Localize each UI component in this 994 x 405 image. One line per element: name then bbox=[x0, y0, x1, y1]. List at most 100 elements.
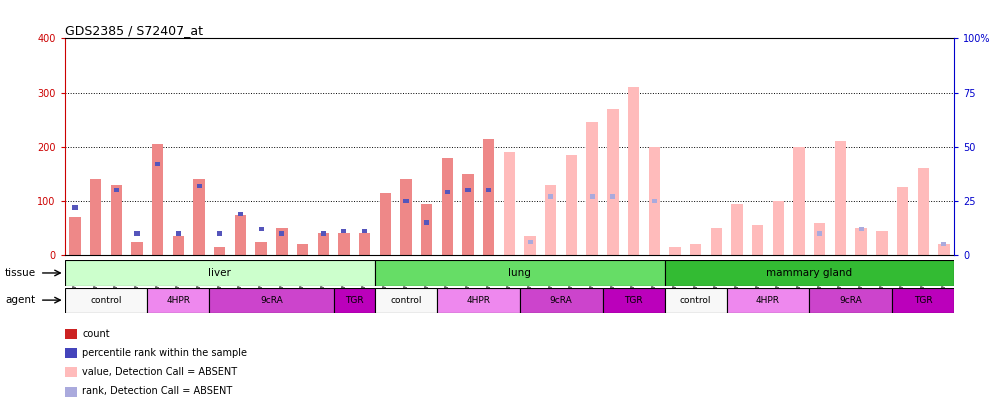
Bar bbox=[549, 194, 554, 199]
Bar bbox=[375, 260, 665, 286]
Bar bbox=[152, 144, 163, 255]
Bar bbox=[218, 231, 223, 236]
Bar bbox=[817, 231, 822, 236]
Bar bbox=[727, 288, 809, 313]
Text: lung: lung bbox=[508, 268, 531, 278]
Bar bbox=[65, 348, 78, 358]
Bar bbox=[110, 185, 122, 255]
Bar bbox=[893, 288, 954, 313]
Text: TGR: TGR bbox=[345, 296, 364, 305]
Bar bbox=[669, 247, 681, 255]
Bar bbox=[210, 288, 334, 313]
Text: control: control bbox=[391, 296, 421, 305]
Bar bbox=[421, 204, 432, 255]
Bar bbox=[437, 288, 520, 313]
Text: percentile rank within the sample: percentile rank within the sample bbox=[82, 348, 247, 358]
Bar bbox=[525, 236, 536, 255]
Bar bbox=[465, 188, 470, 192]
Bar bbox=[279, 231, 284, 236]
Bar bbox=[814, 223, 825, 255]
Bar bbox=[276, 228, 287, 255]
Bar bbox=[176, 231, 181, 236]
Bar bbox=[528, 240, 533, 244]
Bar bbox=[652, 199, 657, 203]
Text: count: count bbox=[82, 328, 109, 339]
Bar bbox=[917, 168, 929, 255]
Text: value, Detection Call = ABSENT: value, Detection Call = ABSENT bbox=[82, 367, 238, 377]
Bar bbox=[732, 204, 743, 255]
Bar bbox=[566, 155, 578, 255]
Bar bbox=[859, 227, 864, 231]
Bar bbox=[341, 229, 347, 233]
Text: 4HPR: 4HPR bbox=[756, 296, 780, 305]
Bar bbox=[65, 260, 375, 286]
Bar bbox=[238, 212, 243, 216]
Bar bbox=[113, 188, 119, 192]
Bar bbox=[89, 179, 101, 255]
Text: agent: agent bbox=[5, 295, 35, 305]
Bar bbox=[483, 139, 494, 255]
Text: 9cRA: 9cRA bbox=[260, 296, 283, 305]
Text: 9cRA: 9cRA bbox=[550, 296, 573, 305]
Bar bbox=[607, 109, 618, 255]
Bar bbox=[690, 244, 702, 255]
Bar bbox=[876, 231, 888, 255]
Bar bbox=[65, 367, 78, 377]
Bar bbox=[359, 233, 371, 255]
Bar bbox=[809, 288, 893, 313]
Text: 4HPR: 4HPR bbox=[466, 296, 490, 305]
Bar bbox=[897, 188, 909, 255]
Bar bbox=[648, 147, 660, 255]
Text: liver: liver bbox=[209, 268, 232, 278]
Bar bbox=[665, 260, 954, 286]
Text: mammary gland: mammary gland bbox=[766, 268, 853, 278]
Bar bbox=[317, 233, 329, 255]
Bar bbox=[380, 193, 391, 255]
Text: tissue: tissue bbox=[5, 268, 36, 278]
Bar bbox=[401, 179, 412, 255]
Bar bbox=[214, 247, 226, 255]
Bar bbox=[941, 242, 946, 247]
Text: TGR: TGR bbox=[624, 296, 643, 305]
Bar bbox=[338, 233, 350, 255]
Bar bbox=[711, 228, 722, 255]
Bar bbox=[134, 231, 139, 236]
Bar bbox=[424, 220, 429, 225]
Bar bbox=[147, 288, 210, 313]
Bar bbox=[155, 162, 160, 166]
Bar bbox=[793, 147, 805, 255]
Bar bbox=[65, 329, 78, 339]
Bar bbox=[486, 188, 491, 192]
Bar bbox=[255, 242, 266, 255]
Bar bbox=[441, 158, 453, 255]
Bar bbox=[194, 179, 205, 255]
Bar bbox=[65, 387, 78, 397]
Bar bbox=[235, 215, 247, 255]
Text: TGR: TGR bbox=[913, 296, 932, 305]
Bar bbox=[444, 190, 450, 194]
Bar bbox=[362, 229, 367, 233]
Bar bbox=[462, 174, 474, 255]
Bar bbox=[856, 228, 867, 255]
Bar bbox=[752, 225, 763, 255]
Bar bbox=[504, 152, 515, 255]
Bar bbox=[602, 288, 665, 313]
Bar bbox=[404, 199, 409, 203]
Bar bbox=[65, 288, 147, 313]
Bar bbox=[258, 227, 263, 231]
Bar bbox=[520, 288, 602, 313]
Bar bbox=[586, 122, 597, 255]
Text: 9cRA: 9cRA bbox=[839, 296, 862, 305]
Bar bbox=[589, 194, 594, 199]
Bar bbox=[334, 288, 375, 313]
Bar bbox=[610, 194, 615, 199]
Text: rank, Detection Call = ABSENT: rank, Detection Call = ABSENT bbox=[82, 386, 233, 396]
Bar bbox=[173, 236, 184, 255]
Text: control: control bbox=[680, 296, 712, 305]
Bar bbox=[70, 217, 81, 255]
Bar bbox=[628, 87, 639, 255]
Bar bbox=[665, 288, 727, 313]
Bar bbox=[772, 201, 784, 255]
Bar bbox=[938, 244, 949, 255]
Bar bbox=[835, 141, 846, 255]
